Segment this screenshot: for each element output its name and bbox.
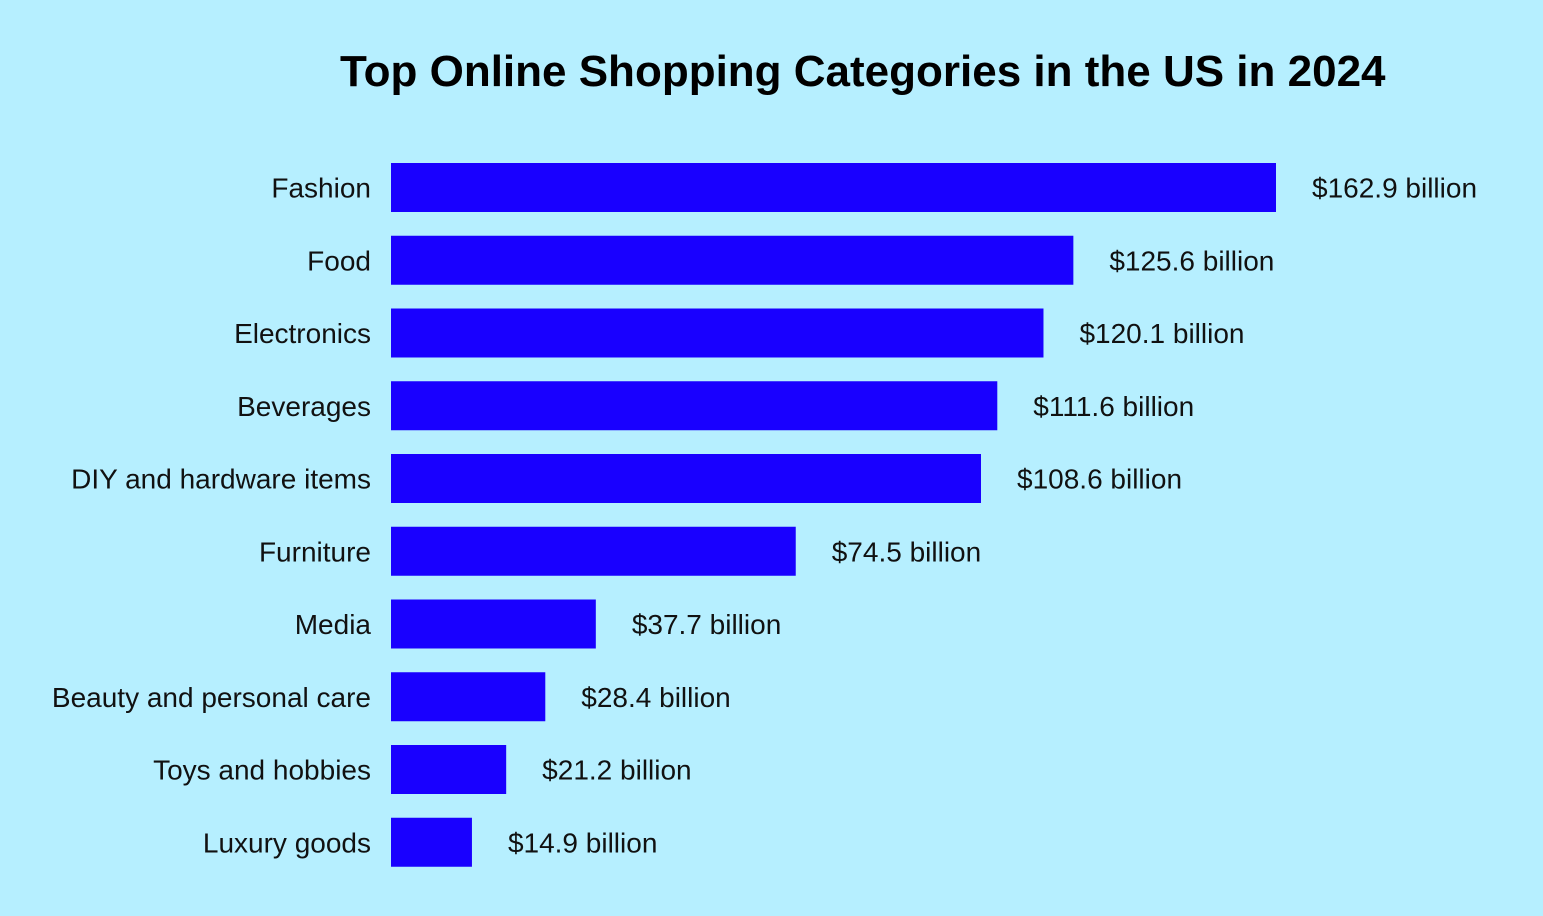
value-label: $162.9 billion [1312, 173, 1477, 204]
category-label: Electronics [234, 318, 371, 349]
value-label: $111.6 billion [1033, 391, 1194, 422]
category-label: Furniture [259, 536, 371, 567]
category-label: Toys and hobbies [153, 755, 371, 786]
bar-electronics [391, 308, 1044, 358]
category-label: Food [307, 245, 371, 276]
category-label: Media [295, 609, 372, 640]
value-label: $125.6 billion [1109, 245, 1274, 276]
value-label: $74.5 billion [832, 536, 981, 567]
category-label: Beverages [237, 391, 371, 422]
category-label: Luxury goods [203, 827, 371, 858]
value-label: $28.4 billion [581, 682, 730, 713]
bar-beauty-and-personal-care [391, 672, 546, 722]
category-label: Beauty and personal care [52, 682, 371, 713]
value-label: $37.7 billion [632, 609, 781, 640]
chart-title: Top Online Shopping Categories in the US… [340, 47, 1386, 96]
bar-media [391, 599, 596, 649]
bar-toys-and-hobbies [391, 745, 507, 794]
category-label: DIY and hardware items [71, 464, 371, 495]
bar-food [391, 235, 1074, 285]
category-label: Fashion [271, 173, 371, 204]
value-label: $108.6 billion [1017, 464, 1182, 495]
bar-diy-and-hardware-items [391, 454, 981, 503]
value-label: $14.9 billion [508, 827, 657, 858]
bar-beverages [391, 381, 998, 431]
bar-furniture [391, 526, 796, 576]
value-label: $21.2 billion [542, 755, 691, 786]
bar-luxury-goods [391, 817, 472, 867]
bar-fashion [391, 163, 1276, 212]
value-label: $120.1 billion [1079, 318, 1244, 349]
